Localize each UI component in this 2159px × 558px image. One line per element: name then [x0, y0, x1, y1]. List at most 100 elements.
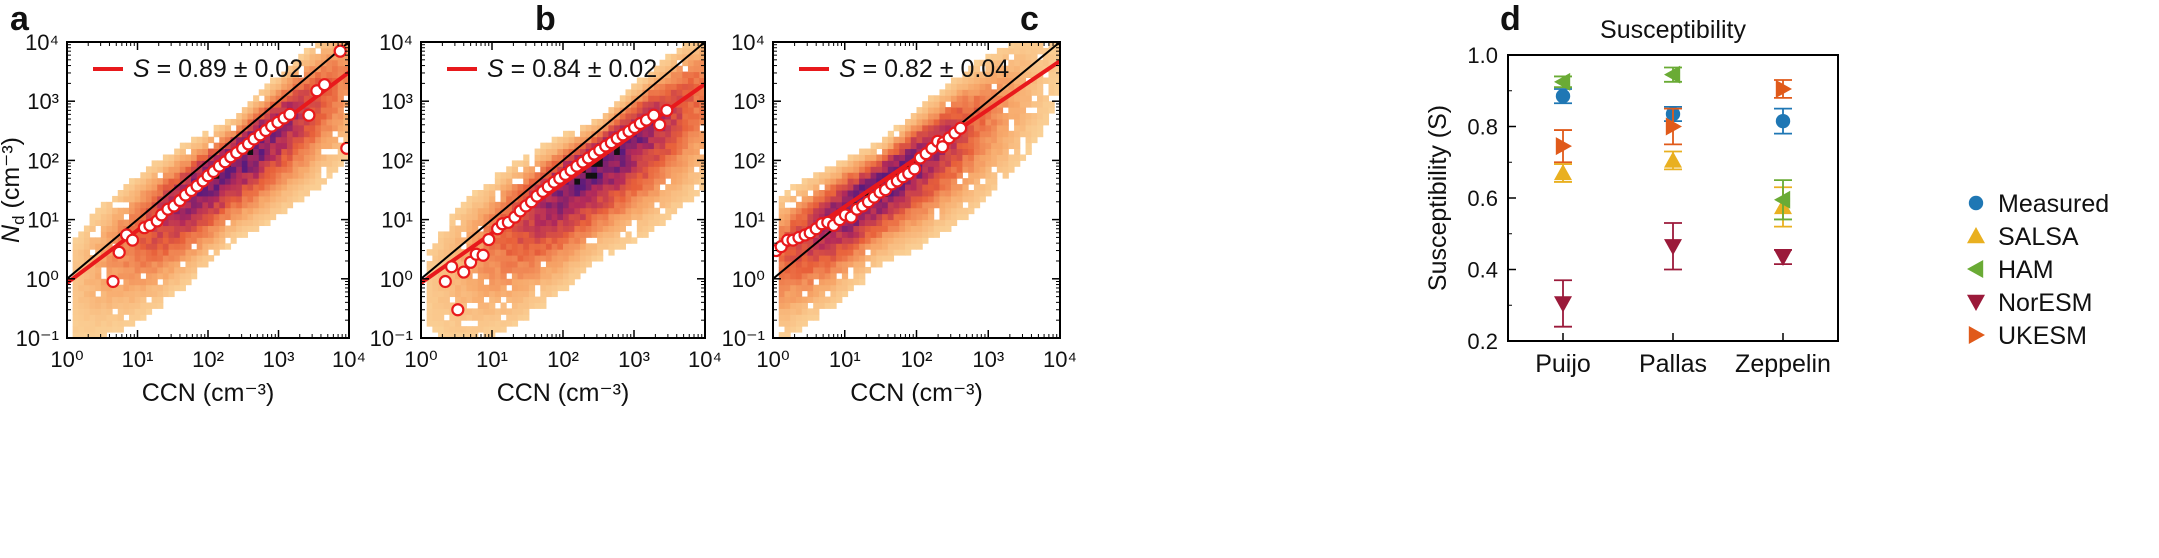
- panel-b-density-cell: [608, 195, 615, 203]
- panel-a-density-cell: [174, 154, 181, 161]
- panel-a-density-cell: [185, 266, 192, 274]
- panel-b-density-cell: [574, 201, 581, 209]
- panel-a-density-cell: [213, 219, 220, 227]
- panel-a-density-cell: [157, 231, 164, 238]
- panel-c-density-cell: [968, 124, 975, 132]
- panel-b-density-cell: [494, 314, 502, 321]
- panel-b-density-cell: [676, 77, 683, 84]
- panel-a-density-cell: [343, 118, 349, 126]
- panel-c-density-cell: [962, 113, 969, 120]
- panel-b-density-cell: [597, 225, 604, 232]
- panel-c-density-cell: [899, 249, 906, 256]
- panel-a-density-cell: [315, 184, 322, 191]
- panel-b-legend: S = 0.84 ± 0.02: [447, 55, 657, 83]
- panel-c-density-cell: [778, 231, 785, 238]
- panel-b-density-cell: [511, 296, 519, 303]
- panel-a-density-cell: [168, 190, 175, 197]
- panel-c-density-cell: [1025, 142, 1032, 150]
- panel-b-density-cell: [449, 243, 456, 250]
- panel-a-density-cell: [179, 207, 186, 215]
- panel-a-density-cell: [162, 249, 170, 256]
- panel-b-density-cell: [648, 207, 655, 215]
- panel-c-density-cell: [893, 231, 900, 238]
- panel-c-density-cell: [916, 107, 923, 114]
- panel-b-density-cell: [642, 213, 649, 221]
- panel-a-density-cell: [185, 219, 192, 227]
- panel-c-density-cell: [1002, 77, 1009, 84]
- panel-c-density-cell: [956, 190, 963, 197]
- panel-a-density-cell: [95, 266, 102, 274]
- panel-a-density-cell: [264, 195, 271, 203]
- panel-a-density-cell: [224, 172, 232, 179]
- panel-b-density-cell: [665, 154, 672, 161]
- panel-b-density-cell: [670, 113, 678, 120]
- panel-a-density-cell: [219, 213, 226, 221]
- panel-c-density-cell: [790, 195, 797, 203]
- panel-c-density-cell: [973, 130, 981, 138]
- panel-a-density-cell: [264, 83, 271, 90]
- panel-b-density-cell: [466, 243, 473, 250]
- panel-a-density-cell: [241, 184, 248, 191]
- panel-c-density-cell: [876, 166, 883, 173]
- panel-a-density-cell: [219, 136, 226, 144]
- panel-a-density-cell: [253, 118, 260, 126]
- panel-b-density-cell: [682, 113, 689, 120]
- panel-a-density-cell: [106, 326, 113, 333]
- panel-b-density-cell: [699, 142, 705, 150]
- panel-a-density-cell: [320, 154, 327, 161]
- panel-a-density-cell: [247, 195, 254, 203]
- panel-c-density-cell: [927, 118, 935, 126]
- panel-a-density-cell: [208, 219, 215, 227]
- panel-b-density-cell: [670, 190, 678, 197]
- panel-a-density-cell: [179, 278, 186, 286]
- panel-c-density-cell: [836, 231, 843, 238]
- panel-b-density-cell: [653, 77, 661, 84]
- panel-b-density-cell: [597, 184, 604, 191]
- panel-a-density-cell: [100, 243, 107, 250]
- panel-b-density-cell: [563, 272, 570, 280]
- panel-b-x-tick-label: 10¹: [476, 347, 508, 372]
- panel-c-density-cell: [933, 225, 940, 232]
- panel-a-density-cell: [236, 184, 243, 191]
- panel-a-density-cell: [106, 266, 113, 274]
- panel-c-density-cell: [813, 266, 820, 274]
- panel-a-density-cell: [315, 59, 322, 67]
- panel-c-density-cell: [830, 184, 837, 191]
- panel-a-density-cell: [151, 178, 158, 185]
- panel-a-density-cell: [253, 207, 260, 215]
- panel-a-density-cell: [332, 59, 339, 67]
- panel-b-density-cell: [614, 213, 621, 221]
- panel-b-density-cell: [619, 160, 626, 167]
- panel-c-density-cell: [962, 89, 969, 96]
- panel-a-density-cell: [270, 154, 277, 161]
- panel-a-density-cell: [224, 195, 232, 203]
- panel-b-density-cell: [648, 71, 655, 79]
- panel-a-density-cell: [315, 53, 322, 61]
- panel-b-density-cell: [602, 243, 609, 250]
- panel-c-density-cell: [973, 89, 981, 96]
- panel-c-density-cell: [824, 243, 831, 250]
- panel-b-density-cell: [534, 261, 541, 268]
- panel-c-density-cell: [859, 255, 866, 262]
- panel-a-density-cell: [337, 83, 344, 90]
- panel-a-density-cell: [151, 290, 158, 298]
- panel-c-density-cell: [795, 278, 803, 286]
- panel-b-density-cell: [563, 160, 570, 167]
- panel-c-density-cell: [824, 172, 831, 179]
- panel-c-density-cell: [905, 154, 912, 161]
- panel-c-density-cell: [847, 160, 854, 167]
- panel-c-density-cell: [991, 142, 998, 150]
- panel-a-density-cell: [275, 148, 282, 155]
- panel-c-density-cell: [790, 326, 797, 333]
- panel-a-density-cell: [241, 172, 248, 179]
- panel-b-density-cell: [500, 290, 507, 298]
- panel-c-density-cell: [1014, 53, 1021, 61]
- panel-b-density-cell: [489, 219, 496, 227]
- panel-a-density-cell: [196, 225, 203, 232]
- panel-a-density-cell: [309, 59, 316, 67]
- panel-b-density-cell: [659, 59, 666, 67]
- panel-b-density-cell: [545, 154, 553, 161]
- panel-a-density-cell: [72, 320, 79, 327]
- panel-a-density-cell: [106, 225, 113, 232]
- panel-c-density-cell: [859, 184, 866, 191]
